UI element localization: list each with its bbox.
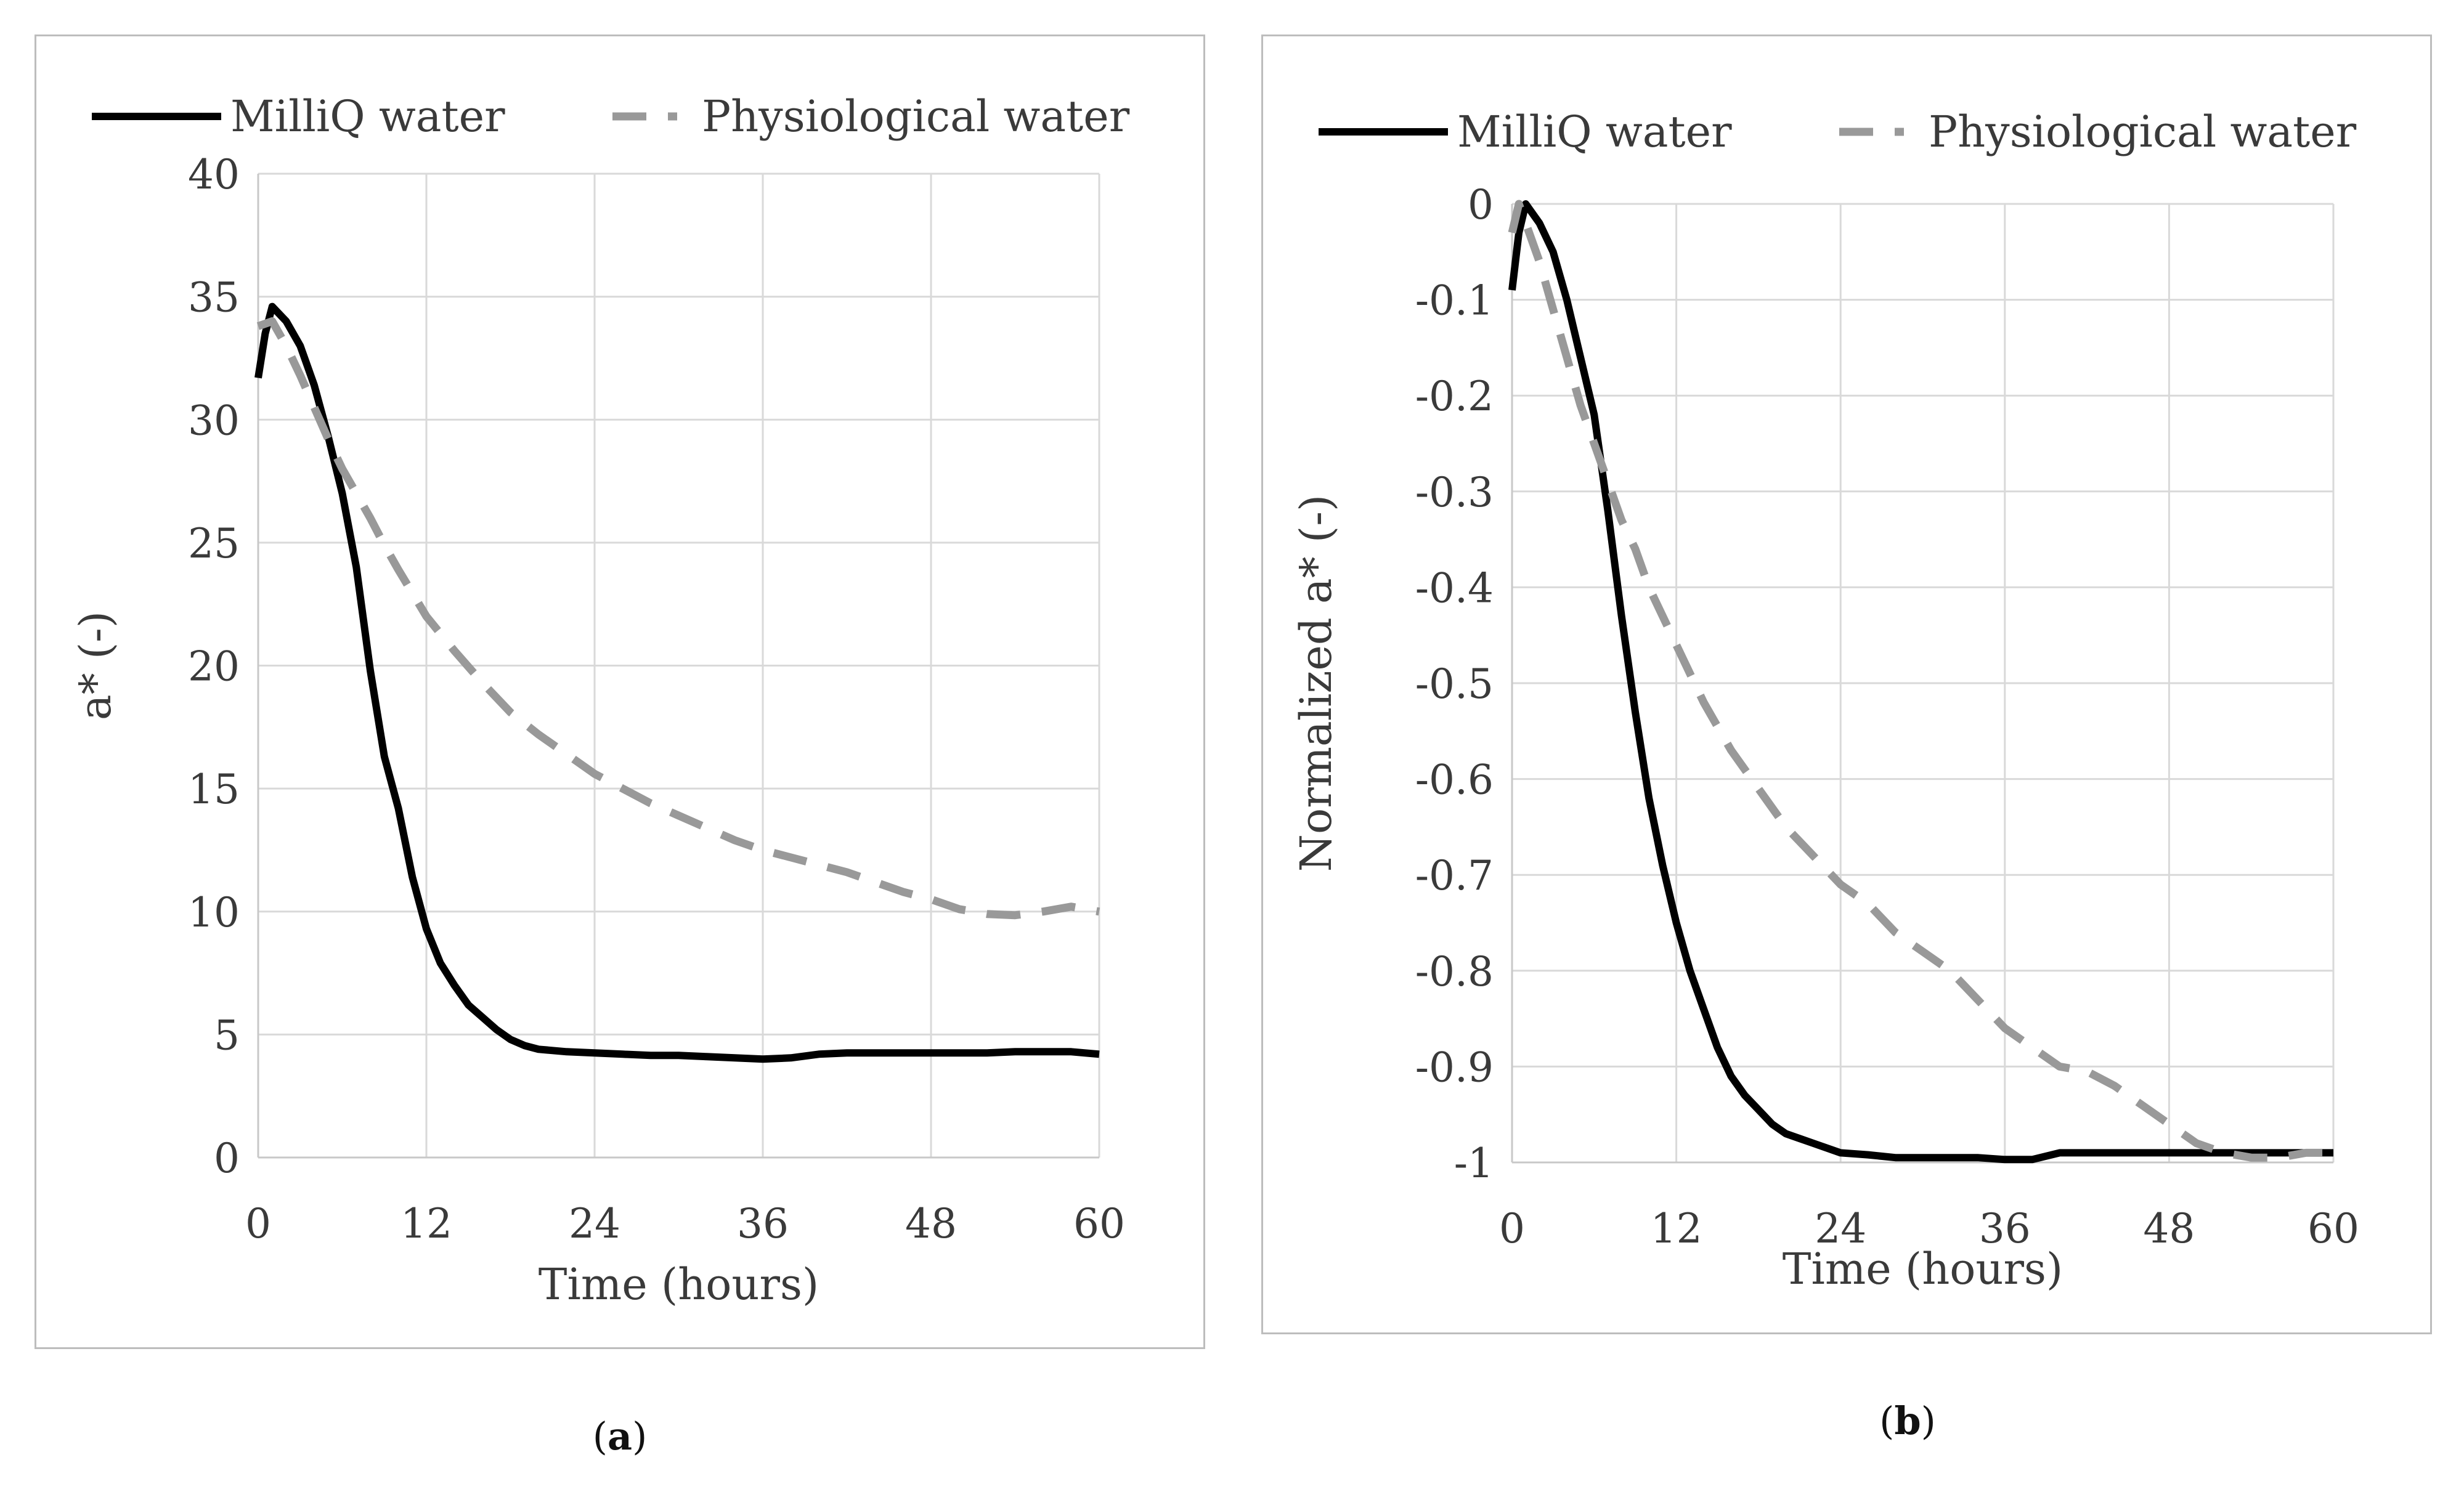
y-tick-label: -0.9 — [1415, 1044, 1494, 1091]
y-tick-label: -0.2 — [1415, 373, 1494, 420]
x-tick-label: 60 — [1073, 1200, 1125, 1247]
y-tick-label: -1 — [1454, 1140, 1494, 1187]
legend-label-milliq-water: MilliQ water — [1457, 107, 1732, 157]
caption-a: (a) — [592, 1414, 648, 1459]
y-tick-label: 35 — [188, 274, 240, 322]
y-tick-label: 10 — [188, 889, 240, 936]
x-tick-label: 24 — [569, 1200, 620, 1247]
y-tick-label: -0.4 — [1415, 564, 1494, 612]
x-tick-label: 48 — [2143, 1205, 2195, 1252]
x-tick-label: 60 — [2307, 1205, 2359, 1252]
x-tick-label: 12 — [1651, 1205, 1702, 1252]
series-line-milliq-water — [1508, 200, 2333, 1164]
y-tick-label: -0.7 — [1415, 852, 1494, 899]
y-tick-label: 20 — [188, 643, 240, 691]
y-tick-label: 15 — [188, 766, 240, 813]
x-axis-label: Time (hours) — [539, 1259, 819, 1310]
y-tick-label: -0.8 — [1415, 948, 1494, 995]
y-tick-label: 30 — [188, 397, 240, 444]
x-tick-label: 0 — [1499, 1205, 1525, 1252]
y-axis-label: Normalized a* (-) — [1291, 495, 1341, 872]
y-tick-label: -0.6 — [1415, 756, 1494, 804]
y-tick-label: -0.3 — [1415, 469, 1494, 516]
y-axis-label: a* (-) — [70, 611, 121, 720]
x-axis-label: Time (hours) — [1783, 1244, 2063, 1294]
legend-label-physiological-water: Physiological water — [702, 91, 1130, 142]
chart-panel-b: -1 -0.9 -0.8 -0.7 -0.6 -0.5 -0.4 -0.3 -0.2 -0.1 0 0… — [1261, 34, 2432, 1334]
y-tick-label: 25 — [188, 520, 240, 567]
y-tick-label: 0 — [1468, 181, 1494, 229]
caption-a-letter: a — [607, 1414, 633, 1459]
x-tick-label: 0 — [245, 1200, 271, 1247]
x-tick-label: 48 — [905, 1200, 957, 1247]
chart-a: 0 5 10 15 20 25 30 35 40 0 12 24 36 48 60 Time (hours) a… — [70, 91, 1130, 1310]
y-tick-label: -0.1 — [1415, 277, 1494, 325]
x-tick-label: 36 — [737, 1200, 789, 1247]
x-tick-label: 36 — [1979, 1205, 2031, 1252]
caption-b: (b) — [1879, 1398, 1936, 1443]
legend-label-milliq-water: MilliQ water — [230, 91, 505, 142]
chart-b: -1 -0.9 -0.8 -0.7 -0.6 -0.5 -0.4 -0.3 -0.2 -0.1 0 0… — [1291, 107, 2359, 1294]
series-line-physiological-water — [256, 317, 1100, 920]
series-line-physiological-water — [1508, 200, 2333, 1162]
y-tick-label: 0 — [214, 1135, 240, 1182]
x-tick-label: 24 — [1815, 1205, 1866, 1252]
legend-label-physiological-water: Physiological water — [1929, 107, 2357, 157]
chart-panel-a: 0 5 10 15 20 25 30 35 40 0 12 24 36 48 60 Time (hours) a… — [35, 34, 1205, 1349]
caption-b-letter: b — [1894, 1398, 1921, 1443]
series-line-milliq-water — [254, 302, 1100, 1063]
x-tick-label: 12 — [401, 1200, 452, 1247]
y-tick-label: 40 — [188, 151, 240, 198]
y-tick-label: -0.5 — [1415, 660, 1494, 708]
y-tick-label: 5 — [214, 1012, 240, 1059]
